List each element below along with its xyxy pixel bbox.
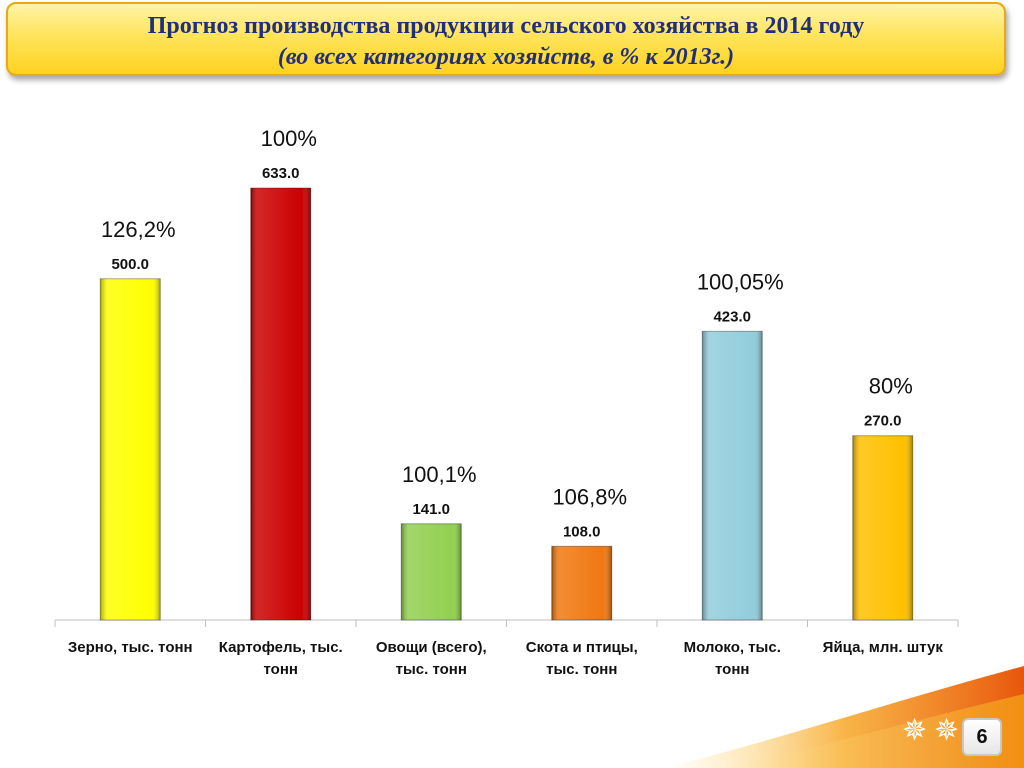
bar-shading bbox=[702, 331, 763, 620]
category-label: Зерно, тыс. тонн bbox=[68, 639, 193, 656]
chart-title: Прогноз производства продукции сельского… bbox=[147, 13, 865, 39]
bar-shading bbox=[100, 278, 161, 620]
bar-percent-label: 80% bbox=[869, 374, 913, 399]
category-label: Молоко, тыс. bbox=[684, 639, 781, 656]
category-label: тонн bbox=[264, 661, 298, 678]
category-label: Овощи (всего), bbox=[376, 639, 487, 656]
star-icon: ✵ bbox=[934, 714, 960, 747]
bar-percent-label: 126,2% bbox=[101, 217, 176, 242]
category-label: тыс. тонн bbox=[396, 661, 467, 678]
chart-subtitle: (во всех категориях хозяйств, в % к 2013… bbox=[277, 44, 735, 70]
bar-value-label: 141.0 bbox=[412, 501, 450, 518]
category-label: Скота и птицы, bbox=[526, 639, 638, 656]
title-banner: Прогноз производства продукции сельского… bbox=[6, 2, 1006, 76]
bar-chart: 500.0 126,2% Зерно, тыс. тонн 633.0 100% Карт… bbox=[54, 126, 959, 678]
category-label: Картофель, тыс. bbox=[219, 639, 343, 656]
star-icon: ✵ bbox=[902, 714, 928, 747]
bar-percent-label: 100,05% bbox=[697, 269, 784, 294]
bar-value-label: 270.0 bbox=[864, 413, 902, 430]
bar-value-label: 633.0 bbox=[262, 165, 300, 182]
bar-percent-label: 100,1% bbox=[402, 462, 477, 487]
bar-shading bbox=[852, 435, 913, 620]
category-label: тыс. тонн bbox=[546, 661, 617, 678]
bar-shading bbox=[401, 523, 462, 620]
bar-percent-label: 106,8% bbox=[552, 484, 627, 509]
bar-value-label: 108.0 bbox=[563, 523, 601, 540]
decorative-swoosh bbox=[664, 666, 1024, 768]
bar-shading bbox=[551, 546, 612, 620]
category-label: тонн bbox=[715, 661, 749, 678]
bar-value-label: 423.0 bbox=[713, 308, 751, 325]
bar-shading bbox=[250, 188, 311, 620]
page-number: 6 bbox=[962, 718, 1002, 756]
bar-value-label: 500.0 bbox=[111, 256, 149, 273]
category-label: Яйца, млн. штук bbox=[823, 639, 944, 656]
bar-percent-label: 100% bbox=[261, 126, 317, 151]
